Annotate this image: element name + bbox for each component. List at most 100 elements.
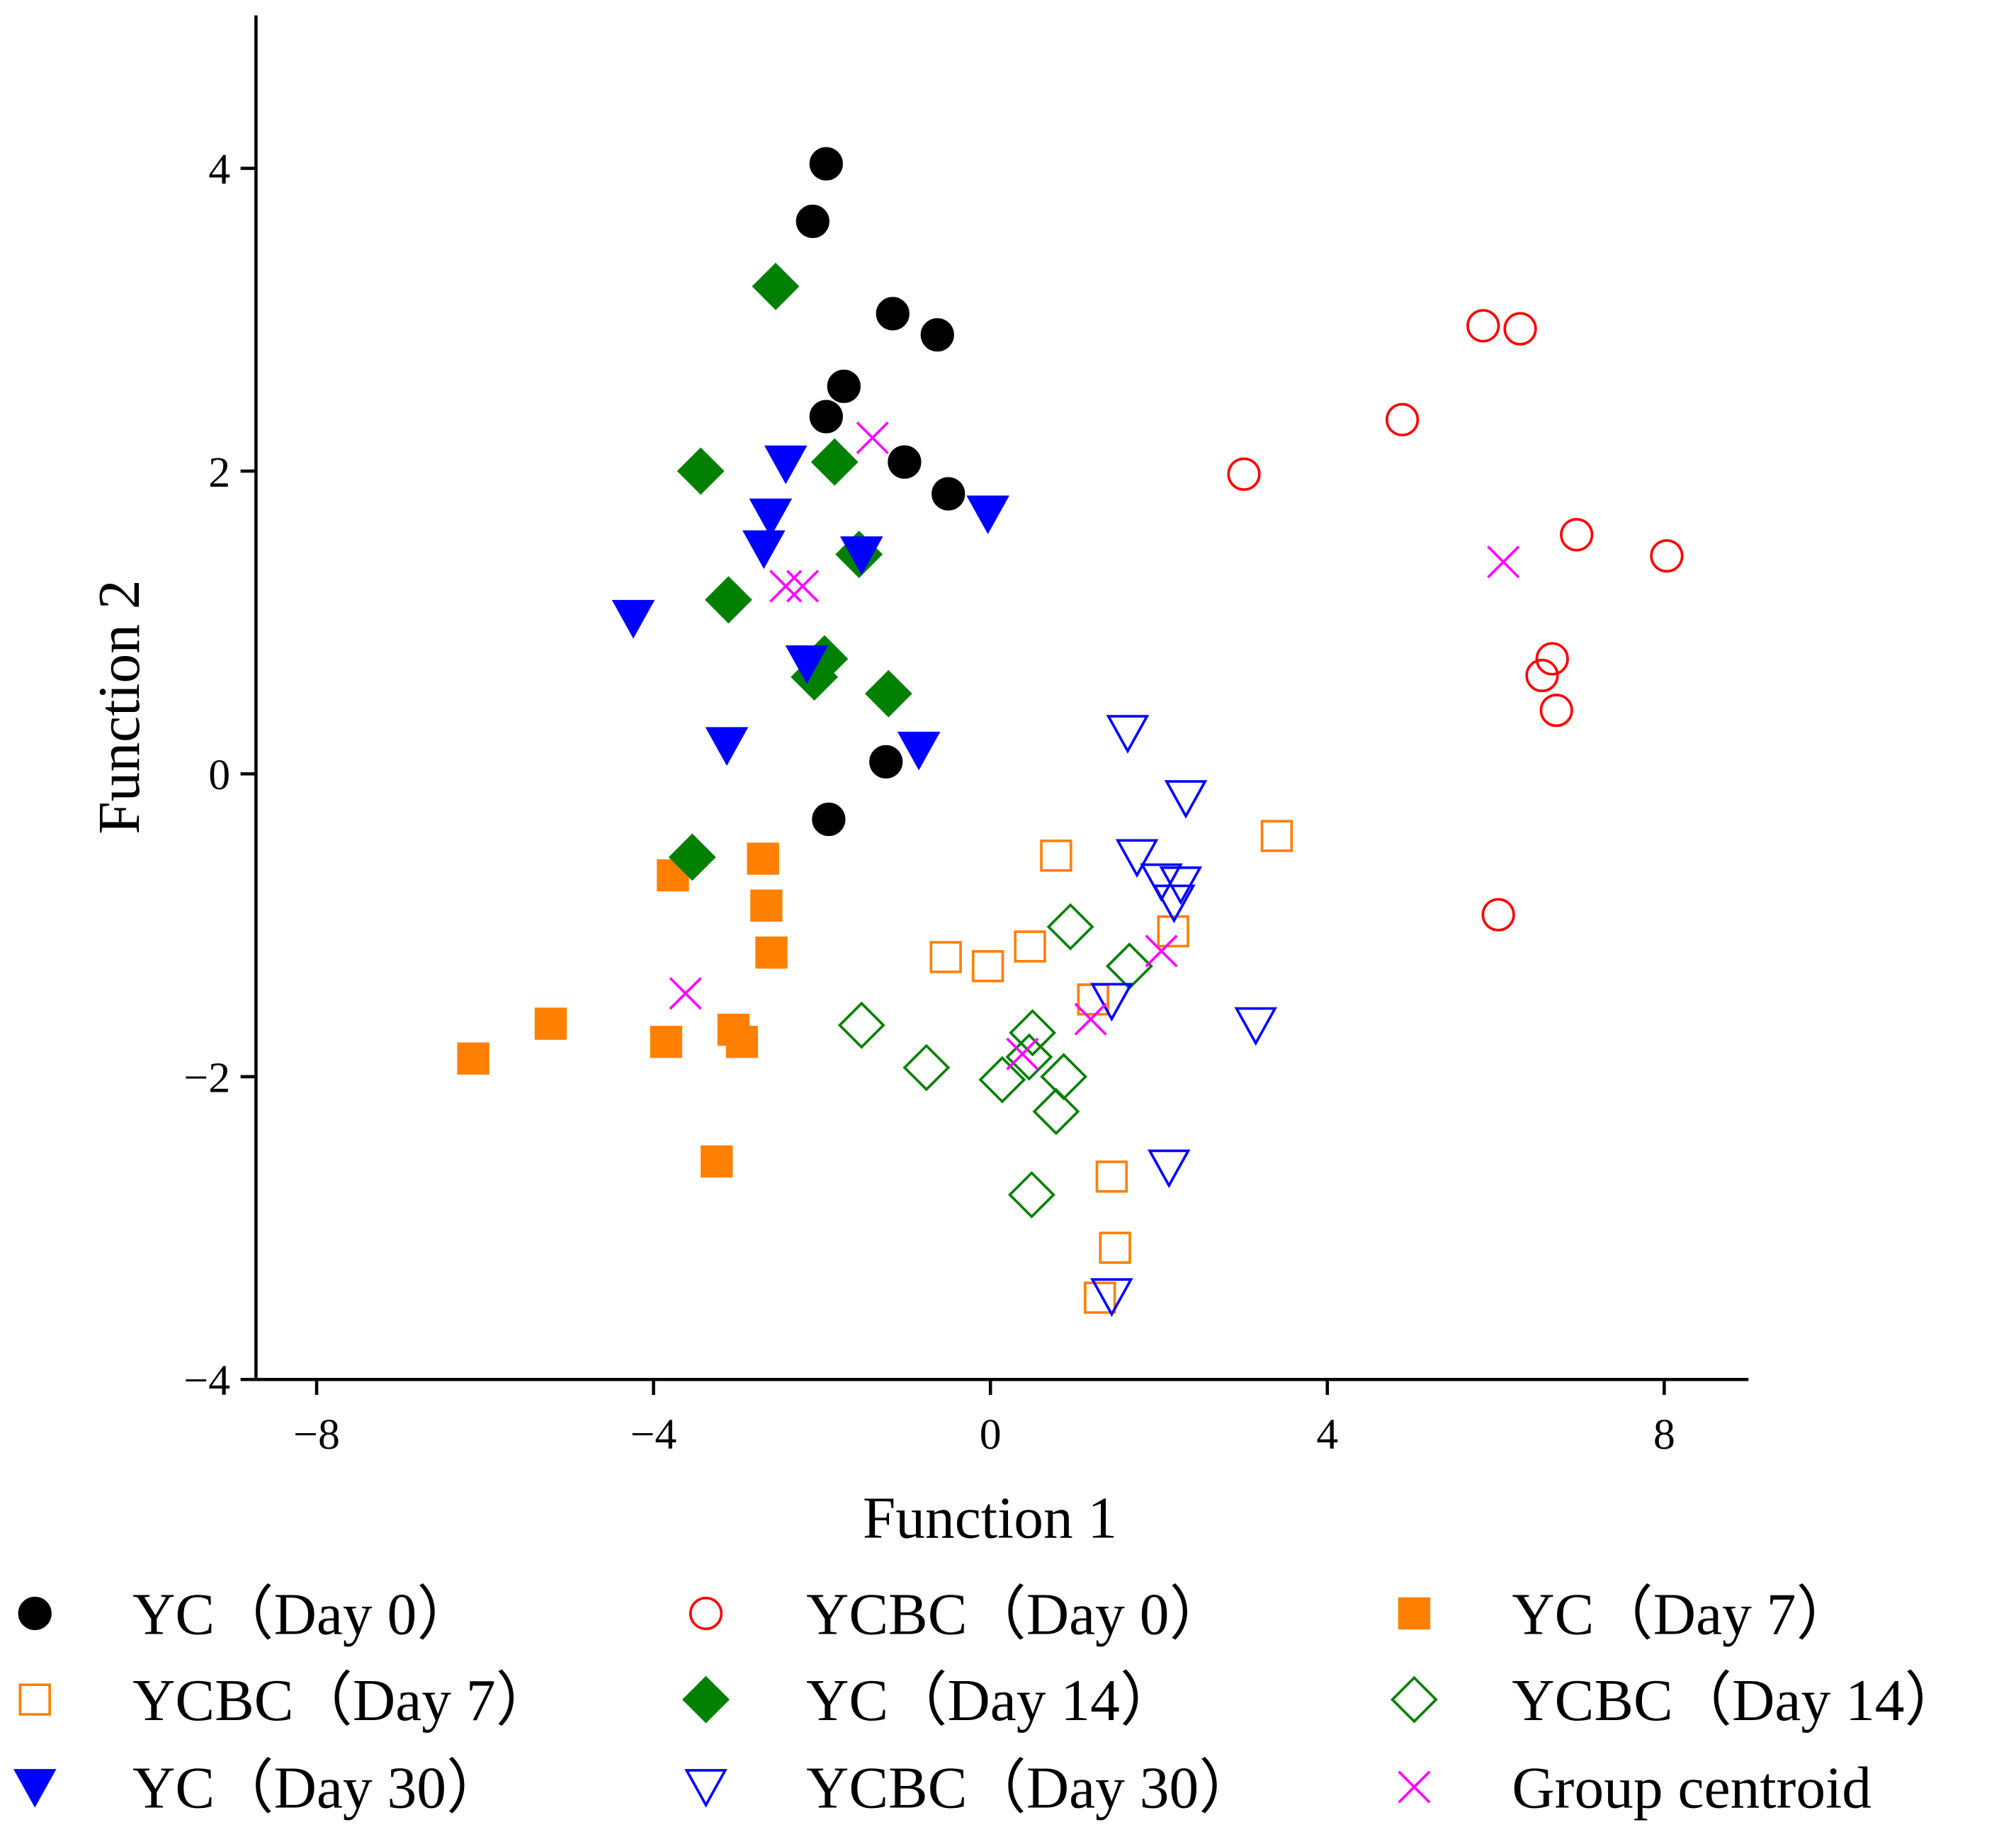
axes: −8 −4 0 4 8 −4 −2 0 2 4 bbox=[183, 15, 1749, 1459]
legend-label: YCBC（Day 30） bbox=[806, 1756, 1258, 1821]
data-point bbox=[650, 1025, 683, 1058]
legend-item: YCBC（Day 14） bbox=[1391, 1668, 1964, 1734]
legend-marker bbox=[689, 1596, 723, 1631]
legend-item: Group centroid bbox=[1398, 1756, 1871, 1821]
data-point bbox=[1008, 1171, 1055, 1218]
data-point bbox=[676, 447, 725, 495]
data-point bbox=[931, 477, 965, 511]
x-axis-title: Function 1 bbox=[863, 1486, 1117, 1551]
series-3 bbox=[929, 820, 1293, 1314]
data-point bbox=[1145, 934, 1178, 968]
legend-label: Group centroid bbox=[1512, 1756, 1871, 1821]
data-point bbox=[1386, 402, 1420, 436]
data-point bbox=[1046, 903, 1094, 951]
x-tick-label: −8 bbox=[293, 1410, 340, 1459]
x-tick-label: 4 bbox=[1316, 1410, 1338, 1459]
y-tick-label: −4 bbox=[183, 1357, 230, 1405]
y-tick-label: 4 bbox=[208, 145, 230, 193]
data-point bbox=[978, 1056, 1026, 1104]
data-point bbox=[1095, 1160, 1128, 1193]
data-point bbox=[747, 842, 779, 875]
legend-item: YCBC（Day 7） bbox=[18, 1668, 555, 1734]
legend-item: YC（Day 7） bbox=[1398, 1583, 1855, 1648]
legend-label: YCBC（Day 7） bbox=[132, 1668, 555, 1734]
data-point bbox=[1560, 518, 1594, 552]
data-point bbox=[1032, 1087, 1080, 1136]
legend-item: YC（Day 0） bbox=[18, 1583, 476, 1648]
data-point bbox=[876, 297, 910, 331]
data-point bbox=[827, 369, 861, 403]
legend-item: YC（Day 14） bbox=[682, 1668, 1179, 1734]
data-point bbox=[749, 498, 793, 538]
data-point bbox=[1147, 1149, 1191, 1189]
data-point bbox=[786, 570, 820, 603]
data-point bbox=[752, 262, 800, 310]
data-point bbox=[750, 889, 783, 922]
data-point bbox=[1040, 839, 1072, 872]
data-point bbox=[1487, 545, 1520, 579]
data-point bbox=[1090, 1278, 1133, 1317]
data-point bbox=[725, 1025, 759, 1058]
data-point bbox=[1525, 658, 1559, 693]
legend-label: YC（Day 30） bbox=[132, 1756, 505, 1821]
series-6 bbox=[611, 445, 1009, 771]
data-point bbox=[1650, 539, 1684, 573]
data-point bbox=[1535, 642, 1569, 676]
legend-label: YCBC（Day 0） bbox=[806, 1583, 1228, 1648]
data-point bbox=[1106, 715, 1150, 754]
legend-marker bbox=[682, 1675, 730, 1724]
data-point bbox=[668, 833, 716, 881]
data-point bbox=[785, 645, 829, 684]
data-point bbox=[742, 530, 786, 570]
legend-marker bbox=[18, 1596, 52, 1631]
data-point bbox=[1234, 1007, 1278, 1046]
legend-label: YCBC（Day 14） bbox=[1512, 1668, 1964, 1734]
data-point bbox=[669, 977, 702, 1010]
legend-item: YCBC（Day 0） bbox=[689, 1583, 1228, 1648]
series-1 bbox=[1227, 309, 1684, 932]
legend-marker bbox=[18, 1683, 51, 1716]
data-point bbox=[1539, 694, 1573, 728]
data-point bbox=[1090, 983, 1133, 1022]
data-point bbox=[888, 445, 922, 479]
data-point bbox=[864, 669, 912, 718]
series-8 bbox=[669, 421, 1520, 1070]
data-point bbox=[769, 570, 803, 603]
x-tick-label: −4 bbox=[630, 1410, 677, 1459]
x-tick-label: 0 bbox=[980, 1410, 1002, 1459]
data-point bbox=[534, 1007, 567, 1040]
data-point bbox=[1260, 820, 1293, 852]
legend: YC（Day 0） YCBC（Day 0） YC（Day 7） YCBC（Day 7）… bbox=[13, 1583, 1964, 1821]
series-7 bbox=[1090, 715, 1278, 1317]
data-point bbox=[1115, 839, 1159, 878]
series-4 bbox=[668, 262, 912, 881]
data-point bbox=[837, 1001, 885, 1049]
data-point bbox=[1466, 309, 1500, 343]
data-point bbox=[920, 318, 954, 352]
series-0 bbox=[795, 147, 965, 837]
data-point bbox=[971, 950, 1004, 983]
data-point bbox=[856, 421, 889, 455]
y-axis-title: Function 2 bbox=[87, 579, 152, 834]
data-point bbox=[755, 936, 788, 969]
legend-item: YC（Day 30） bbox=[13, 1756, 505, 1821]
data-point bbox=[1503, 312, 1537, 346]
data-point bbox=[795, 204, 829, 239]
data-point bbox=[1005, 1033, 1053, 1081]
x-tick-label: 8 bbox=[1653, 1410, 1675, 1459]
y-tick-label: 2 bbox=[208, 448, 230, 497]
legend-label: YC（Day 14） bbox=[806, 1668, 1179, 1734]
data-point bbox=[1105, 942, 1153, 990]
data-point bbox=[701, 1145, 733, 1178]
data-point bbox=[1074, 1002, 1107, 1036]
data-point bbox=[897, 731, 941, 771]
legend-label: YC（Day 7） bbox=[1512, 1583, 1855, 1648]
data-point bbox=[839, 536, 883, 575]
data-point bbox=[1481, 898, 1515, 932]
data-point bbox=[1006, 1037, 1039, 1070]
data-point bbox=[809, 147, 843, 181]
legend-marker bbox=[1398, 1597, 1431, 1630]
y-tick-label: 0 bbox=[208, 751, 230, 799]
data-point bbox=[1009, 1009, 1057, 1057]
legend-marker bbox=[1398, 1770, 1431, 1804]
